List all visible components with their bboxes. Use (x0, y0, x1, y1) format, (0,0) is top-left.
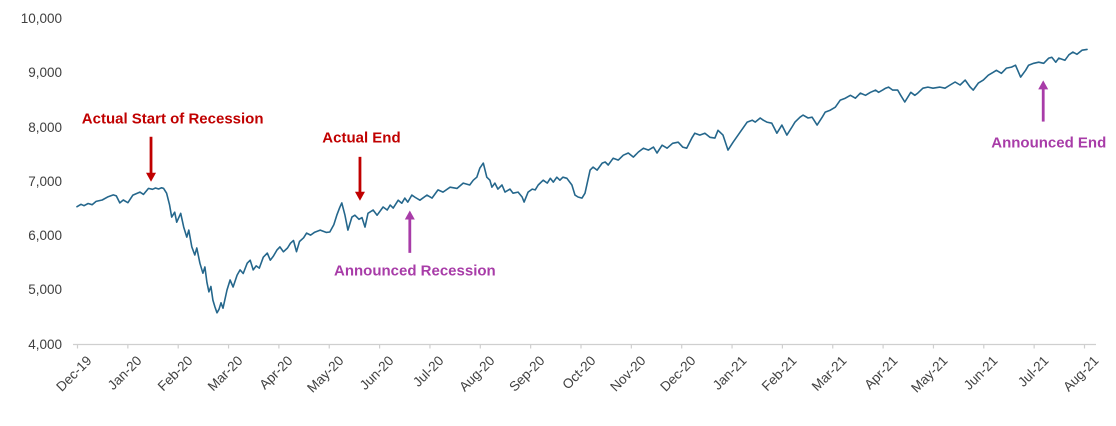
y-axis-tick-label: 9,000 (28, 65, 62, 81)
annotation-label: Actual End (322, 129, 401, 147)
arrow-down-icon (146, 136, 157, 182)
y-axis-tick-label: 10,000 (20, 11, 62, 26)
y-axis-tick-label: 4,000 (28, 336, 62, 352)
y-axis-tick-label: 8,000 (28, 119, 62, 135)
y-axis-tick-label: 6,000 (28, 228, 62, 243)
arrow-up-icon (1038, 80, 1049, 122)
price-line (76, 48, 1088, 314)
annotation-label: Announced End (991, 134, 1107, 152)
arrow-up-icon (404, 210, 415, 253)
y-axis-tick-label: 7,000 (28, 173, 62, 189)
annotation-label: Actual Start of Recession (81, 110, 264, 128)
annotation-label: Announced Recession (333, 262, 496, 280)
arrow-down-icon (354, 156, 365, 201)
y-axis-tick-label: 5,000 (28, 282, 62, 298)
